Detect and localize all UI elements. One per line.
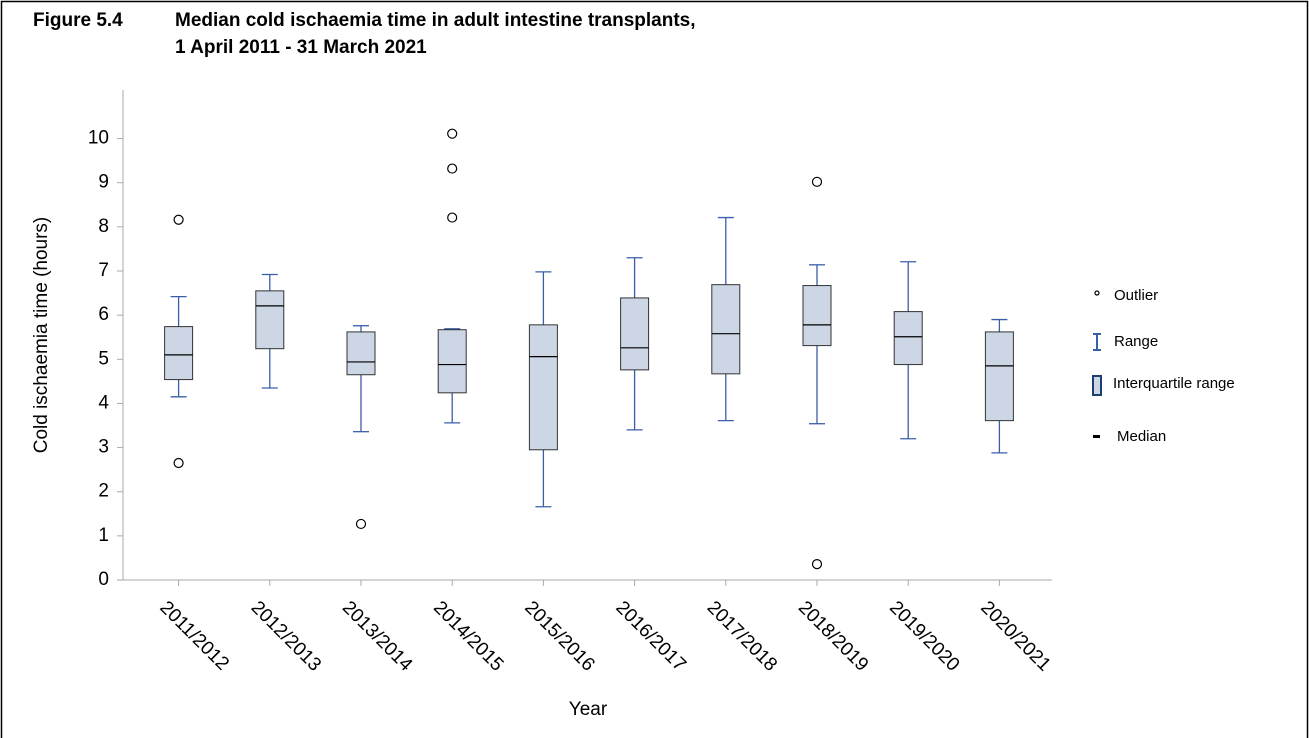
outlier bbox=[447, 163, 458, 174]
x-axis-label: Year bbox=[569, 699, 608, 720]
y-axis-label: Cold ischaemia time (hours) bbox=[31, 217, 52, 454]
outlier bbox=[447, 128, 458, 139]
legend-label: Range bbox=[1114, 333, 1158, 350]
x-tick-label: 2017/2018 bbox=[703, 597, 781, 675]
legend-label: Median bbox=[1117, 428, 1166, 445]
x-tick-label: 2020/2021 bbox=[976, 597, 1054, 675]
y-tick-label: 4 bbox=[98, 392, 109, 413]
iqr-box bbox=[255, 290, 285, 350]
outlier bbox=[811, 176, 823, 187]
chart-title: Median cold ischaemia time in adult inte… bbox=[175, 10, 696, 31]
iqr-box bbox=[346, 331, 376, 376]
x-tick-label: 2014/2015 bbox=[429, 597, 507, 675]
y-tick-label: 2 bbox=[98, 481, 109, 502]
y-tick-label: 10 bbox=[88, 128, 109, 149]
iqr-box bbox=[711, 284, 741, 375]
iqr-box bbox=[802, 285, 832, 347]
x-tick-label: 2013/2014 bbox=[338, 597, 417, 676]
iqr-box bbox=[620, 297, 650, 371]
x-tick-label: 2012/2013 bbox=[247, 597, 325, 675]
figure-label: Figure 5.4 bbox=[33, 10, 123, 31]
y-tick-label: 6 bbox=[98, 304, 109, 325]
x-tick-label: 2011/2012 bbox=[156, 597, 233, 674]
legend-median-icon bbox=[1093, 435, 1100, 438]
outlier bbox=[447, 212, 458, 223]
outlier bbox=[173, 457, 184, 469]
y-tick-label: 3 bbox=[98, 437, 109, 458]
y-tick-label: 9 bbox=[98, 172, 109, 193]
legend-iqr-icon bbox=[1092, 375, 1102, 396]
x-tick-label: 2018/2019 bbox=[794, 597, 872, 675]
iqr-box bbox=[528, 324, 558, 451]
y-tick-label: 5 bbox=[98, 348, 109, 369]
legend-label: Outlier bbox=[1114, 287, 1158, 304]
legend-outlier-icon bbox=[1094, 290, 1100, 296]
x-tick-label: 2016/2017 bbox=[612, 597, 690, 675]
iqr-box bbox=[437, 329, 467, 394]
legend-label: Interquartile range bbox=[1113, 375, 1235, 392]
chart-title: 1 April 2011 - 31 March 2021 bbox=[175, 37, 427, 58]
outlier bbox=[355, 518, 367, 530]
y-tick-label: 7 bbox=[98, 260, 109, 281]
outlier bbox=[173, 214, 184, 225]
y-tick-label: 8 bbox=[98, 216, 109, 237]
y-tick-label: 0 bbox=[98, 569, 109, 590]
outlier bbox=[811, 559, 823, 570]
iqr-box bbox=[893, 311, 923, 366]
x-tick-label: 2015/2016 bbox=[520, 597, 598, 675]
legend-range-icon bbox=[1093, 333, 1101, 351]
y-tick-label: 1 bbox=[98, 525, 109, 546]
x-tick-label: 2019/2020 bbox=[885, 597, 963, 675]
iqr-box bbox=[164, 326, 194, 381]
iqr-box bbox=[984, 331, 1014, 422]
